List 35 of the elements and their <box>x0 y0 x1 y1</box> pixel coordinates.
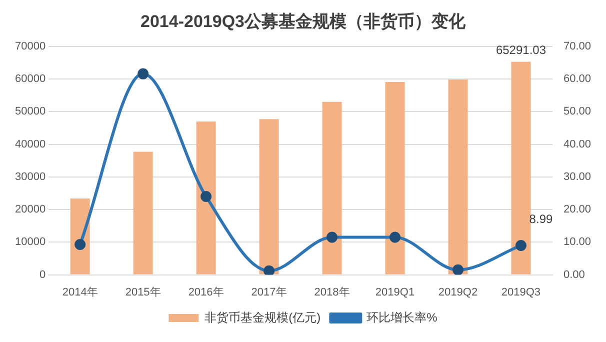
y-tick-label: 30000 <box>14 170 46 183</box>
y2-tick-label: 50.00 <box>563 106 592 118</box>
x-tick-label: 2019Q2 <box>438 286 478 298</box>
bar <box>448 80 468 274</box>
y2-tick-label: 30.00 <box>563 170 592 183</box>
x-tick-label: 2017年 <box>251 286 287 298</box>
x-tick-label: 2018年 <box>314 286 350 298</box>
x-tick-label: 2016年 <box>188 286 224 298</box>
y-tick-label: 60000 <box>14 73 46 86</box>
x-tick-label: 2015年 <box>125 286 161 298</box>
y2-tick-label: 20.00 <box>563 204 592 216</box>
y2-tick-label: 10.00 <box>563 236 592 248</box>
y-tick-label: 10000 <box>14 236 46 248</box>
bar <box>385 82 405 274</box>
data-label: 65291.03 <box>496 43 546 58</box>
y2-tick-label: 40.00 <box>563 138 592 150</box>
y-tick-label: 20000 <box>14 204 46 216</box>
y-tick-label: 50000 <box>14 106 46 118</box>
bar <box>133 152 153 274</box>
x-tick-label: 2019Q1 <box>375 286 415 298</box>
legend-label: 非货币基金规模(亿元) <box>204 310 321 324</box>
bar <box>259 119 279 274</box>
y-tick-label: 40000 <box>14 138 46 150</box>
y2-tick-label: 70.00 <box>563 40 592 52</box>
legend-label: 环比增长率% <box>366 310 438 324</box>
x-tick-label: 2019Q3 <box>501 286 541 298</box>
bar <box>322 102 342 274</box>
y-tick-label: 0 <box>39 268 46 281</box>
bar <box>196 121 216 274</box>
y-tick-label: 70000 <box>14 40 46 52</box>
x-tick-label: 2014年 <box>62 286 98 298</box>
bar <box>511 62 531 274</box>
chart-title: 2014-2019Q3公募基金规模（非货币）变化 <box>140 12 466 31</box>
y2-tick-label: 60.00 <box>563 73 592 86</box>
y2-tick-label: 0.00 <box>563 268 585 281</box>
